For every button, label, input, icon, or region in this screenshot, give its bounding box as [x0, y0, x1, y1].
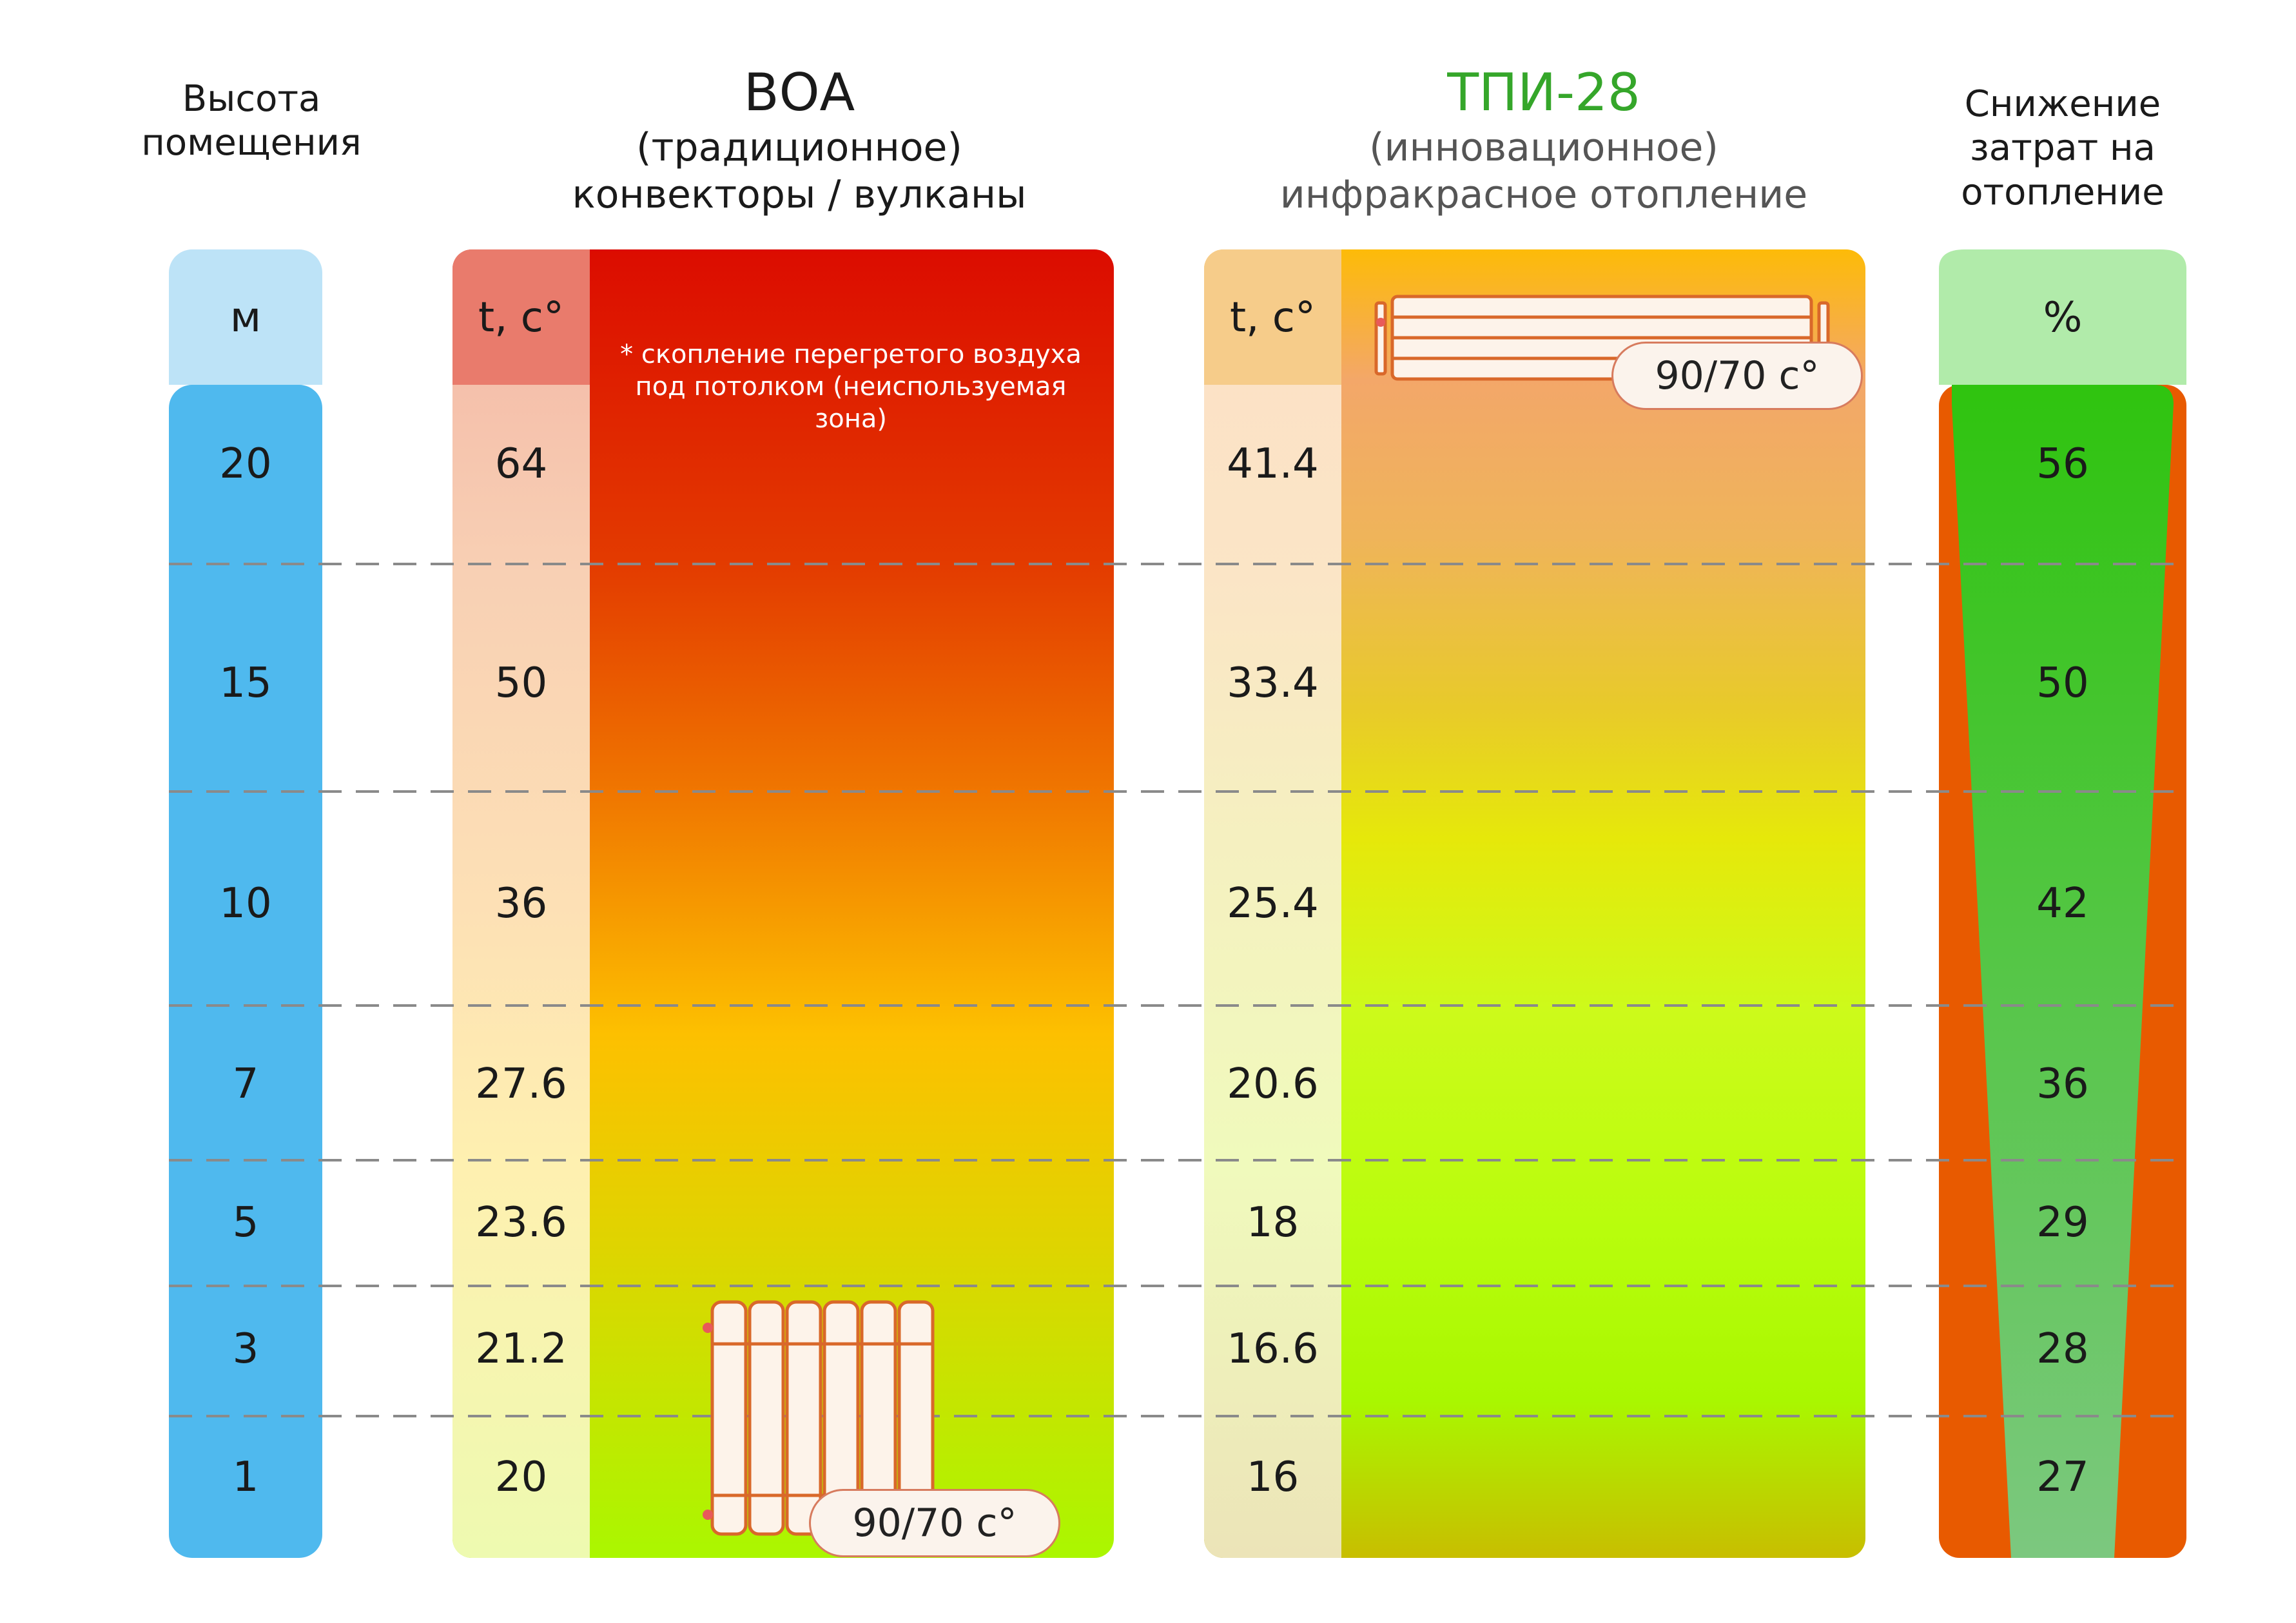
- voa-title: ВОА: [743, 63, 855, 122]
- tpi-temp-value: 41.4: [1227, 440, 1319, 488]
- savings-value: 28: [2036, 1325, 2089, 1373]
- height-value: 5: [232, 1199, 259, 1247]
- voa-temp-badge: 90/70 c°: [809, 1489, 1060, 1557]
- tpi-temp-value: 20.6: [1227, 1060, 1319, 1108]
- savings-value: 42: [2036, 880, 2089, 928]
- height-header: Высота помещения: [141, 78, 362, 164]
- voa-temp-value: 64: [494, 440, 548, 488]
- height-value: 1: [232, 1453, 259, 1501]
- tpi-temp-value: 25.4: [1227, 880, 1319, 928]
- savings-column: [1939, 249, 2186, 1558]
- tpi-temp-header-cell: [1204, 249, 1341, 385]
- height-value: 15: [219, 659, 272, 707]
- tpi-temp-badge: 90/70 c°: [1611, 342, 1863, 410]
- savings-value: 50: [2036, 659, 2089, 707]
- tpi-temp-value: 16.6: [1227, 1325, 1319, 1373]
- overheat-note: * скопление перегретого воздуха под пото…: [620, 340, 1082, 434]
- height-column: [169, 249, 322, 1558]
- tpi-subtitle-1: (инновационное): [1369, 124, 1718, 170]
- tpi-temp-value: 16: [1246, 1453, 1299, 1501]
- height-unit-cell: [169, 249, 322, 385]
- voa-subtitle-2: конвекторы / вулканы: [572, 171, 1027, 217]
- height-value: 3: [232, 1325, 259, 1373]
- voa-header: ВОА (традиционное) конвекторы / вулканы: [477, 61, 1122, 219]
- savings-header: Снижение затрат на отопление: [1961, 83, 2165, 213]
- voa-temp-value: 21.2: [475, 1325, 567, 1373]
- tpi-panel: [1204, 249, 1865, 1558]
- tpi-temp-value: 33.4: [1227, 659, 1319, 707]
- savings-value: 36: [2036, 1060, 2089, 1108]
- savings-value: 29: [2036, 1199, 2089, 1247]
- savings-value: 56: [2036, 440, 2089, 488]
- height-values-bar: [169, 385, 322, 1558]
- voa-temp-unit-label: t, c°: [478, 294, 564, 342]
- tpi-title: ТПИ-28: [1447, 63, 1640, 122]
- voa-temp-value: 36: [494, 880, 548, 928]
- tpi-temp-column: [1204, 249, 1341, 1558]
- radiator-icon: [703, 1300, 935, 1536]
- voa-temp-column: [452, 249, 590, 1558]
- savings-value: 27: [2036, 1453, 2089, 1501]
- tpi-temp-unit-label: t, c°: [1230, 294, 1316, 342]
- height-value: 20: [219, 440, 272, 488]
- voa-temp-value: 20: [494, 1453, 548, 1501]
- savings-unit-label: %: [2043, 294, 2083, 342]
- height-value: 7: [232, 1060, 259, 1108]
- tpi-header: ТПИ-28 (инновационное) инфракрасное отоп…: [1205, 61, 1882, 219]
- voa-temp-value: 27.6: [475, 1060, 567, 1108]
- height-value: 10: [219, 880, 272, 928]
- tpi-subtitle-2: инфракрасное отопление: [1279, 171, 1808, 217]
- tpi-temp-value: 18: [1246, 1199, 1299, 1247]
- voa-temp-value: 50: [494, 659, 548, 707]
- voa-temp-header-cell: [452, 249, 590, 385]
- height-unit-label: м: [229, 294, 262, 342]
- voa-subtitle-1: (традиционное): [636, 124, 962, 170]
- voa-temp-value: 23.6: [475, 1199, 567, 1247]
